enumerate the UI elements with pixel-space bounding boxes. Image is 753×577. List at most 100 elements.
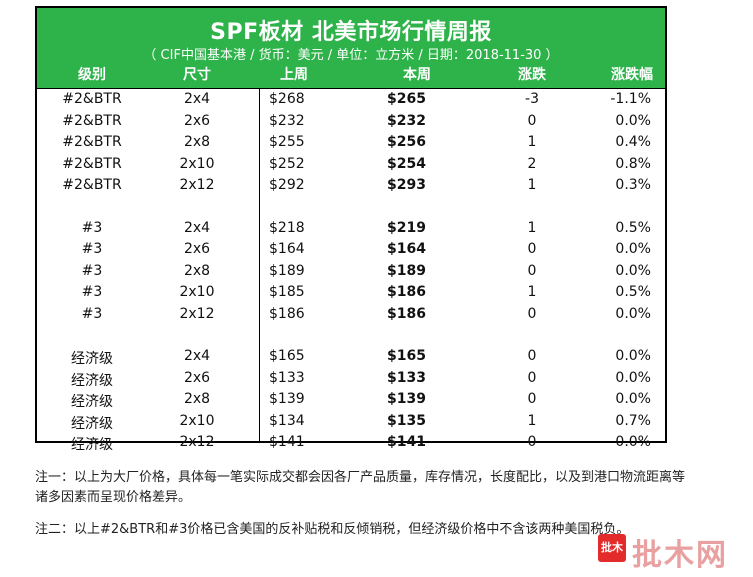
cell-last-week: $232 [269, 112, 305, 129]
cell-change-pct: 0.5% [615, 284, 651, 300]
cell-this-week: $135 [387, 412, 426, 429]
cell-grade: 经济级 [71, 415, 113, 432]
cell-size: 2x4 [183, 348, 211, 364]
cell-last-week: $255 [269, 134, 305, 150]
cell-size: 2x8 [183, 391, 211, 407]
cell-this-week: $293 [387, 177, 426, 193]
notes: 注一：以上为大厂价格，具体每一笔实际成交都会因各厂产品质量，库存情况，长度配比，… [35, 468, 695, 540]
table-body: #2&BTR 2x4 $268 $265 -3 -1.1% #2&BTR 2x6 $232 $23… [37, 89, 665, 454]
table-row: 经济级 2x10 $134 $135 1 0.7% [37, 411, 665, 433]
cell-last-week: $133 [269, 369, 305, 386]
cell-change: 0 [527, 348, 537, 364]
group-spacer [37, 325, 665, 346]
price-table: SPF板材 北美市场行情周报 （ CIF中国基本港 / 货币：美元 / 单位：立… [35, 6, 667, 453]
report-title: SPF板材 北美市场行情周报 [210, 20, 492, 45]
cell-last-week: $268 [269, 91, 305, 107]
cell-this-week: $254 [387, 155, 426, 172]
column-divider [259, 88, 260, 441]
table-row: 经济级 2x4 $165 $165 0 0.0% [37, 346, 665, 368]
cell-size: 2x10 [179, 155, 215, 172]
table-row: #3 2x4 $218 $219 1 0.5% [37, 218, 665, 240]
cell-this-week: $232 [387, 112, 426, 129]
column-headers: 级别 尺寸 上周 本周 涨跌 涨跌幅 [37, 64, 665, 86]
cell-grade: #2&BTR [62, 134, 122, 150]
cell-change-pct: 0.0% [615, 241, 651, 257]
cell-last-week: $252 [269, 155, 305, 172]
cell-change-pct: 0.0% [615, 348, 651, 364]
cell-change-pct: 0.8% [615, 155, 651, 172]
cell-grade: #3 [81, 241, 103, 257]
cell-change-pct: 0.0% [615, 262, 651, 279]
cell-change: 0 [527, 391, 537, 407]
cell-grade: #3 [81, 284, 103, 300]
note-1: 注一：以上为大厂价格，具体每一笔实际成交都会因各厂产品质量，库存情况，长度配比，… [35, 470, 686, 505]
table-row: 经济级 2x12 $141 $141 0 0.0% [37, 432, 665, 454]
cell-grade: 经济级 [71, 351, 113, 367]
table-row: #2&BTR 2x8 $255 $256 1 0.4% [37, 132, 665, 154]
cell-change-pct: 0.4% [615, 134, 651, 150]
cell-grade: #2&BTR [62, 177, 122, 193]
col-change-pct: 涨跌幅 [611, 67, 653, 83]
cell-this-week: $256 [387, 134, 426, 150]
cell-grade: #2&BTR [62, 91, 122, 107]
cell-this-week: $165 [387, 348, 426, 364]
cell-change: 0 [527, 305, 537, 322]
cell-change-pct: 0.0% [615, 112, 651, 129]
cell-change-pct: 0.0% [615, 305, 651, 322]
report-subtitle: （ CIF中国基本港 / 货币：美元 / 单位：立方米 / 日期：2018-11… [143, 48, 559, 63]
cell-last-week: $189 [269, 262, 305, 279]
cell-change: 1 [527, 134, 537, 150]
group-spacer [37, 197, 665, 218]
watermark-logo: 批木 批木网 [598, 530, 738, 573]
cell-size: 2x8 [183, 134, 211, 150]
table-row: #3 2x10 $185 $186 1 0.5% [37, 282, 665, 304]
cell-change: 2 [527, 155, 537, 172]
cell-this-week: $139 [387, 391, 426, 407]
cell-this-week: $186 [387, 284, 426, 300]
table-row: #3 2x12 $186 $186 0 0.0% [37, 304, 665, 326]
cell-size: 2x6 [183, 241, 211, 257]
table-row: #3 2x6 $164 $164 0 0.0% [37, 239, 665, 261]
cell-last-week: $134 [269, 412, 305, 429]
watermark-badge: 批木 [598, 534, 626, 562]
cell-last-week: $218 [269, 219, 305, 236]
cell-change: 0 [527, 434, 537, 450]
col-size: 尺寸 [183, 67, 211, 83]
table-row: 经济级 2x8 $139 $139 0 0.0% [37, 389, 665, 411]
cell-change: 1 [527, 284, 537, 300]
cell-size: 2x12 [179, 305, 215, 322]
cell-grade: #2&BTR [62, 112, 122, 129]
table-row: #3 2x8 $189 $189 0 0.0% [37, 261, 665, 283]
cell-this-week: $265 [387, 91, 426, 107]
cell-last-week: $186 [269, 305, 305, 322]
cell-this-week: $164 [387, 241, 426, 257]
cell-grade: #2&BTR [62, 155, 122, 172]
cell-size: 2x12 [179, 434, 215, 450]
cell-change: -3 [525, 91, 539, 107]
cell-change: 1 [527, 219, 537, 236]
cell-grade: 经济级 [71, 372, 113, 389]
cell-grade: #3 [81, 262, 103, 279]
cell-size: 2x10 [179, 284, 215, 300]
table-row: #2&BTR 2x10 $252 $254 2 0.8% [37, 154, 665, 176]
cell-change: 1 [527, 412, 537, 429]
cell-change-pct: 0.0% [615, 434, 651, 450]
cell-grade: #3 [81, 219, 103, 236]
cell-this-week: $133 [387, 369, 426, 386]
cell-last-week: $292 [269, 177, 305, 193]
table-row: #2&BTR 2x12 $292 $293 1 0.3% [37, 175, 665, 197]
table-row: #2&BTR 2x6 $232 $232 0 0.0% [37, 111, 665, 133]
cell-grade: 经济级 [71, 437, 113, 453]
cell-last-week: $165 [269, 348, 305, 364]
cell-size: 2x6 [183, 112, 211, 129]
cell-change: 1 [527, 177, 537, 193]
cell-grade: #3 [81, 305, 103, 322]
table-header: SPF板材 北美市场行情周报 （ CIF中国基本港 / 货币：美元 / 单位：立… [37, 8, 665, 89]
cell-last-week: $185 [269, 284, 305, 300]
col-change: 涨跌 [518, 67, 546, 83]
cell-this-week: $186 [387, 305, 426, 322]
cell-change-pct: 0.0% [615, 391, 651, 407]
cell-change-pct: 0.5% [615, 219, 651, 236]
cell-this-week: $219 [387, 219, 426, 236]
cell-size: 2x10 [179, 412, 215, 429]
